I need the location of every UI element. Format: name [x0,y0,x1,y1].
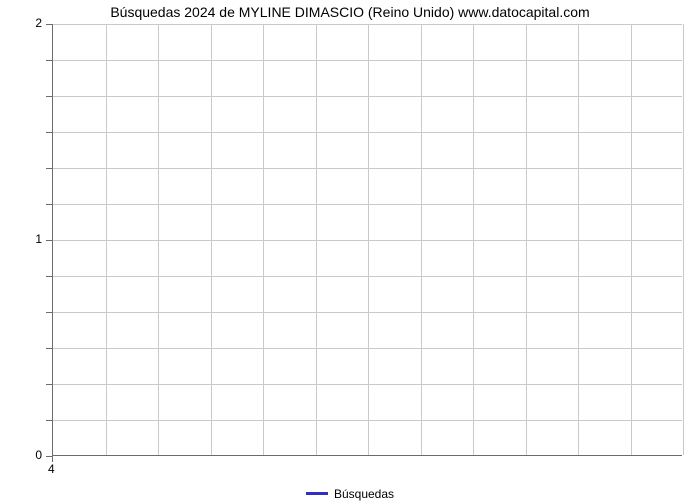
gridline-vertical [526,24,527,455]
legend-label: Búsquedas [334,487,394,501]
chart-container: Búsquedas 2024 de MYLINE DIMASCIO (Reino… [0,0,700,500]
y-tick [46,312,52,313]
gridline-vertical [158,24,159,455]
gridline-vertical [683,24,684,455]
gridline-vertical [316,24,317,455]
y-tick [46,240,52,241]
y-tick [46,60,52,61]
y-axis-label: 1 [35,232,42,246]
gridline-vertical [578,24,579,455]
y-tick [46,204,52,205]
y-tick [46,420,52,421]
chart-title: Búsquedas 2024 de MYLINE DIMASCIO (Reino… [0,4,700,20]
y-tick [46,96,52,97]
gridline-vertical [263,24,264,455]
gridline-vertical [106,24,107,455]
y-tick [46,24,52,25]
y-tick [46,168,52,169]
gridline-vertical [421,24,422,455]
gridline-vertical [368,24,369,455]
y-axis-label: 0 [35,448,42,462]
y-tick [46,132,52,133]
legend-swatch [306,492,328,495]
plot-area [52,24,682,456]
y-tick [46,348,52,349]
y-tick [46,384,52,385]
x-axis-label: 4 [48,462,55,476]
legend: Búsquedas [0,486,700,501]
gridline-vertical [631,24,632,455]
y-tick [46,276,52,277]
y-axis-label: 2 [35,16,42,30]
gridline-vertical [211,24,212,455]
gridline-vertical [473,24,474,455]
